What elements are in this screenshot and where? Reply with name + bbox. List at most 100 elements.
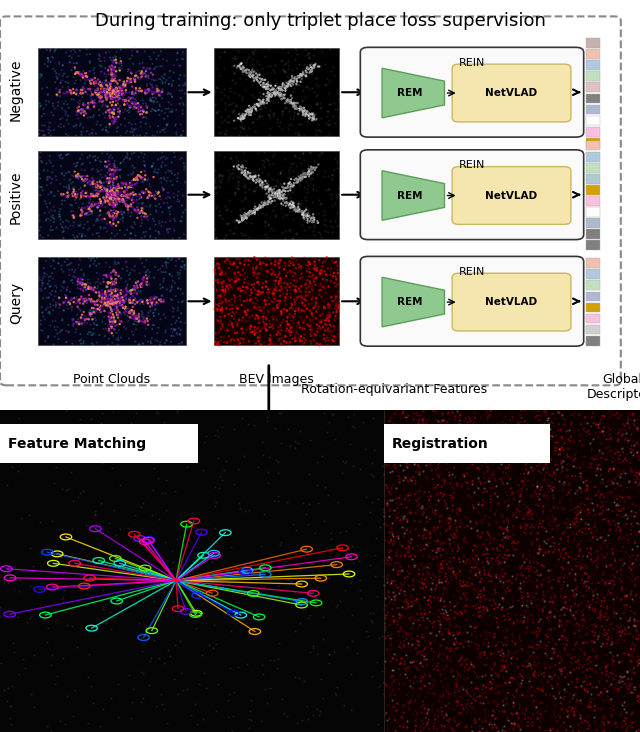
Point bbox=[422, 561, 432, 573]
Point bbox=[307, 294, 317, 305]
Point bbox=[108, 298, 118, 310]
Point bbox=[287, 310, 298, 322]
Point bbox=[484, 474, 494, 486]
Point bbox=[515, 521, 525, 533]
Point bbox=[131, 173, 141, 184]
Point bbox=[108, 278, 118, 290]
Point bbox=[533, 622, 543, 634]
Point bbox=[260, 83, 271, 94]
Point bbox=[261, 90, 271, 102]
Point bbox=[253, 98, 264, 110]
Point bbox=[521, 529, 531, 541]
Point bbox=[516, 506, 527, 518]
Point bbox=[317, 261, 328, 272]
Point bbox=[149, 272, 159, 283]
Point bbox=[387, 577, 397, 589]
Point bbox=[518, 430, 529, 442]
Point bbox=[136, 632, 146, 644]
Point bbox=[74, 294, 84, 306]
Point bbox=[556, 537, 566, 549]
Point bbox=[107, 73, 117, 85]
Point bbox=[276, 308, 287, 320]
Point bbox=[113, 309, 123, 321]
Point bbox=[147, 96, 157, 108]
Point bbox=[541, 547, 551, 559]
Point bbox=[213, 274, 223, 285]
Point bbox=[631, 519, 640, 531]
Point bbox=[527, 687, 537, 698]
Point bbox=[559, 414, 570, 425]
Point bbox=[472, 526, 483, 537]
Point bbox=[107, 107, 117, 119]
Point bbox=[505, 549, 515, 561]
Point bbox=[106, 198, 116, 209]
Point bbox=[101, 145, 111, 157]
Point bbox=[516, 521, 527, 533]
Point bbox=[135, 298, 145, 310]
Point bbox=[70, 189, 80, 201]
Point bbox=[77, 202, 87, 214]
Point bbox=[312, 326, 323, 337]
Point bbox=[229, 335, 239, 346]
Point bbox=[598, 496, 608, 508]
Point bbox=[106, 192, 116, 203]
Point bbox=[134, 206, 144, 218]
Point bbox=[255, 201, 265, 212]
Point bbox=[163, 227, 173, 239]
Point bbox=[291, 303, 301, 315]
Point bbox=[302, 108, 312, 120]
Point bbox=[462, 698, 472, 710]
Point bbox=[104, 163, 114, 174]
Point bbox=[550, 512, 561, 524]
Point bbox=[302, 115, 312, 127]
Point bbox=[438, 681, 449, 693]
Point bbox=[529, 463, 540, 475]
Point bbox=[106, 194, 116, 206]
Point bbox=[113, 181, 123, 193]
Point bbox=[151, 75, 161, 86]
Point bbox=[452, 507, 463, 519]
Point bbox=[385, 559, 395, 570]
Point bbox=[271, 187, 282, 198]
Point bbox=[118, 155, 129, 167]
Point bbox=[449, 607, 460, 619]
Point bbox=[497, 646, 507, 658]
Point bbox=[615, 525, 625, 537]
Point bbox=[125, 73, 136, 85]
Point bbox=[561, 595, 571, 607]
Point bbox=[560, 526, 570, 537]
Point bbox=[607, 590, 618, 602]
Point bbox=[95, 169, 106, 181]
Point bbox=[111, 83, 121, 95]
Point bbox=[582, 482, 593, 494]
Point bbox=[465, 452, 475, 464]
Point bbox=[295, 173, 305, 184]
Point bbox=[612, 493, 622, 505]
Point bbox=[582, 664, 592, 676]
Point bbox=[569, 519, 579, 531]
Point bbox=[211, 253, 221, 264]
Point bbox=[486, 709, 497, 721]
Point bbox=[427, 612, 437, 624]
Point bbox=[330, 292, 340, 304]
Point bbox=[630, 640, 640, 651]
Point bbox=[321, 269, 332, 281]
Point bbox=[499, 706, 509, 717]
Point bbox=[282, 310, 292, 322]
Point bbox=[288, 201, 298, 212]
Point bbox=[103, 298, 113, 310]
Point bbox=[456, 717, 467, 728]
Point bbox=[233, 160, 243, 171]
Point bbox=[564, 551, 574, 563]
Point bbox=[524, 675, 534, 687]
Point bbox=[374, 681, 384, 692]
Point bbox=[291, 160, 301, 172]
Point bbox=[280, 89, 290, 100]
Point bbox=[627, 542, 637, 554]
Point bbox=[429, 574, 439, 586]
Point bbox=[554, 419, 564, 430]
Point bbox=[82, 201, 92, 212]
Point bbox=[34, 210, 44, 222]
Point bbox=[444, 449, 454, 460]
Point bbox=[415, 619, 425, 631]
